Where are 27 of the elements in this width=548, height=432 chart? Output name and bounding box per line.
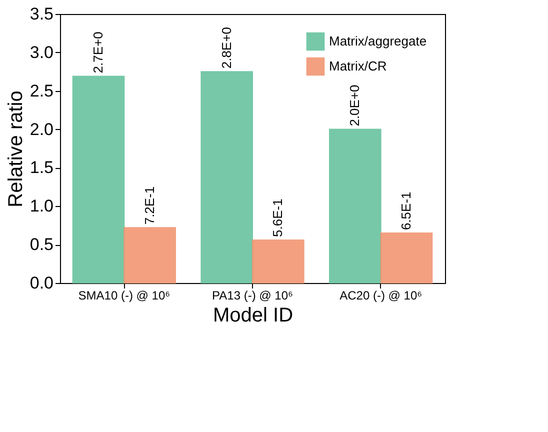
y-tick-label: 1.5 bbox=[30, 158, 54, 178]
y-tick-label: 3.5 bbox=[30, 4, 54, 24]
y-tick-label: 1.0 bbox=[30, 196, 54, 216]
bar bbox=[200, 71, 253, 284]
y-tick-label: 2.0 bbox=[30, 120, 54, 139]
legend-label: Matrix/CR bbox=[329, 58, 387, 74]
y-axis-title: Relative ratio bbox=[4, 90, 27, 208]
y-tick-label: 0.0 bbox=[30, 274, 54, 292]
data-label: 2.0E+0 bbox=[347, 84, 362, 126]
x-tick-label: PA13 (-) @ 10⁶ bbox=[212, 288, 294, 302]
bar bbox=[380, 232, 433, 284]
data-label: 7.2E-1 bbox=[142, 186, 157, 225]
data-label: 2.8E+0 bbox=[218, 27, 234, 69]
x-tick-label: SMA10 (-) @ 10⁶ bbox=[78, 288, 170, 302]
bar bbox=[72, 76, 125, 284]
legend-label: Matrix/aggregate bbox=[329, 34, 427, 48]
x-tick-label: AC20 (-) @ 10⁶ bbox=[340, 288, 422, 302]
bar bbox=[252, 239, 304, 284]
data-label: 2.7E+0 bbox=[90, 32, 106, 74]
y-tick-label: 0.5 bbox=[30, 235, 54, 254]
x-axis-title: Model ID bbox=[212, 304, 294, 326]
bar bbox=[329, 128, 382, 284]
data-label: 5.6E-1 bbox=[270, 198, 286, 237]
y-tick-label: 3.0 bbox=[30, 42, 54, 62]
bar bbox=[124, 227, 176, 284]
data-label: 6.5E-1 bbox=[398, 192, 414, 230]
y-tick-label: 2.5 bbox=[30, 81, 54, 100]
